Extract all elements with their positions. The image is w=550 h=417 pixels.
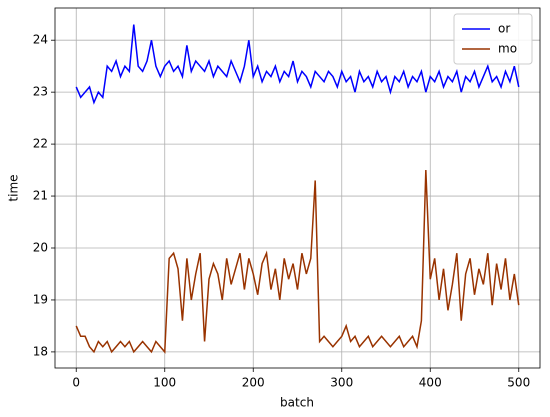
x-tick-label: 500 (507, 376, 530, 390)
x-axis-label: batch (280, 396, 314, 410)
x-tick-label: 400 (419, 376, 442, 390)
legend-label: mo (498, 42, 517, 56)
x-tick-label: 100 (153, 376, 176, 390)
x-tick-label: 0 (72, 376, 80, 390)
y-tick-label: 21 (33, 189, 48, 203)
y-tick-label: 23 (33, 85, 48, 99)
x-tick-label: 200 (242, 376, 265, 390)
line (75, 24, 520, 105)
y-tick-label: 18 (33, 344, 48, 358)
line (75, 170, 520, 354)
plot-frame (54, 7, 541, 369)
y-axis-label: time (7, 174, 21, 201)
y-tick-label: 19 (33, 292, 48, 306)
y-tick-label: 20 (33, 241, 48, 255)
legend-label: or (498, 22, 510, 36)
y-tick-label: 22 (33, 137, 48, 151)
legend-box (453, 13, 533, 65)
y-tick-label: 24 (33, 33, 48, 47)
x-tick-label: 300 (330, 376, 353, 390)
